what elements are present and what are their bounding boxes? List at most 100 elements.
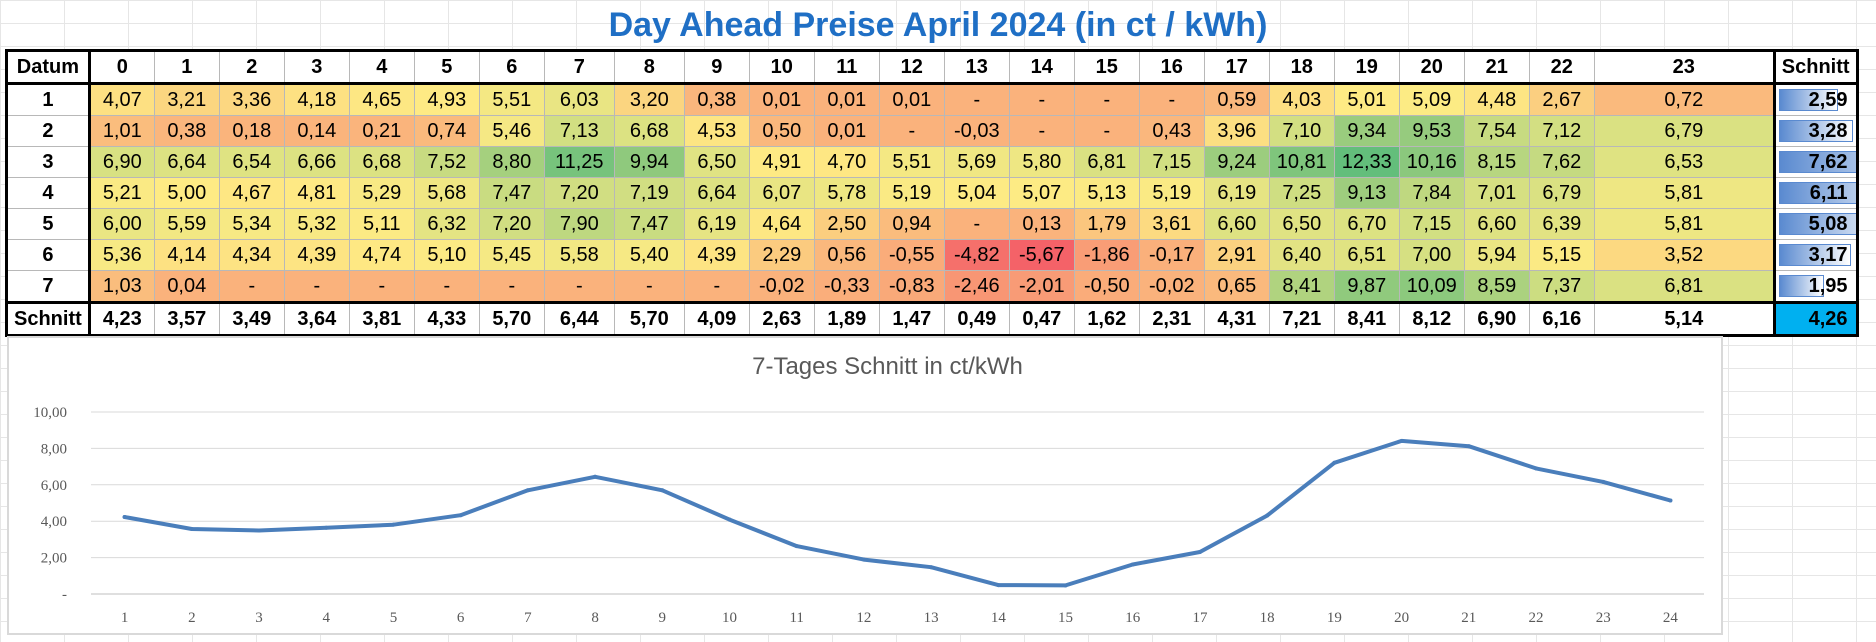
- price-cell: 5,04: [943, 177, 1010, 209]
- price-cell: 0,56: [813, 239, 880, 271]
- row-average-cell: 3,28: [1772, 115, 1859, 147]
- price-cell: 5,29: [348, 177, 415, 209]
- price-cell: 0,18: [218, 115, 285, 147]
- price-cell: 3,61: [1138, 208, 1205, 240]
- y-tick-label: 2,00: [41, 551, 67, 567]
- data-point: [257, 528, 262, 533]
- data-point: [1601, 479, 1606, 484]
- footer-average-cell: 0,49: [943, 301, 1010, 337]
- footer-average-cell: 3,64: [283, 301, 350, 337]
- row-average-value: 3,17: [1808, 243, 1848, 266]
- data-point: [1399, 438, 1404, 443]
- price-cell: 0,72: [1593, 83, 1775, 116]
- price-cell: 0,43: [1138, 115, 1205, 147]
- price-cell: 5,13: [1073, 177, 1140, 209]
- price-cell: 5,11: [348, 208, 415, 240]
- price-cell: 4,53: [683, 115, 750, 147]
- price-cell: 4,14: [153, 239, 220, 271]
- x-tick-label: 15: [1058, 610, 1073, 626]
- x-tick-label: 20: [1394, 610, 1409, 626]
- x-tick-label: 24: [1663, 610, 1679, 626]
- price-cell: 1,79: [1073, 208, 1140, 240]
- price-cell: -0,55: [878, 239, 945, 271]
- x-tick-label: 9: [659, 610, 667, 626]
- price-cell: 6,00: [88, 208, 155, 240]
- price-cell: 5,46: [478, 115, 545, 147]
- data-point: [996, 583, 1001, 588]
- footer-average-cell: 1,47: [878, 301, 945, 337]
- x-tick-label: 8: [591, 610, 599, 626]
- price-cell: 0,38: [683, 83, 750, 116]
- hour-header: 16: [1138, 49, 1205, 85]
- hour-header: 11: [813, 49, 880, 85]
- data-point: [458, 513, 463, 518]
- price-cell: 7,19: [613, 177, 685, 209]
- price-cell: 4,65: [348, 83, 415, 116]
- table-footer-row: Schnitt 4,23 3,57 3,49 3,64 3,81 4,33 5,70 6,44…: [5, 301, 1859, 337]
- price-cell: -0,02: [1138, 270, 1205, 303]
- price-cell: 5,32: [283, 208, 350, 240]
- price-cell: 1,03: [88, 270, 155, 303]
- footer-average-cell: 6,90: [1463, 301, 1530, 337]
- price-cell: 1,01: [88, 115, 155, 147]
- page-title: Day Ahead Preise April 2024 (in ct / kWh…: [608, 6, 1268, 44]
- price-cell: 6,07: [748, 177, 815, 209]
- data-point: [593, 474, 598, 479]
- price-cell: 5,59: [153, 208, 220, 240]
- price-cell: -5,67: [1008, 239, 1075, 271]
- price-cell: 4,93: [413, 83, 480, 116]
- hour-header: 2: [218, 49, 285, 85]
- footer-average-cell: 3,81: [348, 301, 415, 337]
- footer-average-cell: 6,44: [543, 301, 615, 337]
- hour-header: 15: [1073, 49, 1140, 85]
- average-data-bar: [1778, 275, 1824, 297]
- price-cell: 5,81: [1593, 177, 1775, 209]
- data-point: [1130, 562, 1135, 567]
- average-data-bar: [1778, 182, 1855, 204]
- price-cell: -0,17: [1138, 239, 1205, 271]
- price-cell: 6,53: [1593, 146, 1775, 178]
- row-date-label: 5: [5, 208, 91, 240]
- x-tick-label: 10: [722, 610, 737, 626]
- price-cell: 4,67: [218, 177, 285, 209]
- price-cell: 4,91: [748, 146, 815, 178]
- price-cell: -: [283, 270, 350, 303]
- price-cell: 0,38: [153, 115, 220, 147]
- hour-header: 23: [1593, 49, 1775, 85]
- price-cell: 7,54: [1463, 115, 1530, 147]
- price-cell: 0,65: [1203, 270, 1270, 303]
- price-cell: 6,81: [1073, 146, 1140, 178]
- footer-average-cell: 5,14: [1593, 301, 1775, 337]
- price-cell: -2,46: [943, 270, 1010, 303]
- x-tick-label: 3: [255, 610, 263, 626]
- row-date-label: 1: [5, 83, 91, 116]
- footer-average-cell: 6,16: [1528, 301, 1595, 337]
- price-cell: 5,80: [1008, 146, 1075, 178]
- price-cell: 5,81: [1593, 208, 1775, 240]
- row-average-value: 2,59: [1808, 88, 1848, 111]
- average-data-bar: [1778, 120, 1853, 142]
- price-cell: -: [683, 270, 750, 303]
- average-data-bar: [1778, 213, 1855, 235]
- y-tick-label: 4,00: [41, 514, 67, 530]
- price-cell: 6,54: [218, 146, 285, 178]
- price-cell: 0,74: [413, 115, 480, 147]
- price-cell: 0,94: [878, 208, 945, 240]
- price-cell: -: [1138, 83, 1205, 116]
- price-cell: 0,01: [813, 115, 880, 147]
- price-cell: 5,68: [413, 177, 480, 209]
- price-cell: 6,60: [1203, 208, 1270, 240]
- price-cell: 2,29: [748, 239, 815, 271]
- price-cell: 9,24: [1203, 146, 1270, 178]
- footer-label: Schnitt: [5, 301, 91, 337]
- row-date-label: 3: [5, 146, 91, 178]
- price-cell: 5,45: [478, 239, 545, 271]
- price-cell: 5,58: [543, 239, 615, 271]
- average-data-bar: [1778, 244, 1851, 266]
- row-average-value: 1,95: [1808, 274, 1848, 297]
- x-tick-label: 23: [1596, 610, 1611, 626]
- row-average-value: 7,62: [1808, 150, 1848, 173]
- hour-header: 13: [943, 49, 1010, 85]
- hour-header: 1: [153, 49, 220, 85]
- row-average-cell: 5,08: [1772, 208, 1859, 240]
